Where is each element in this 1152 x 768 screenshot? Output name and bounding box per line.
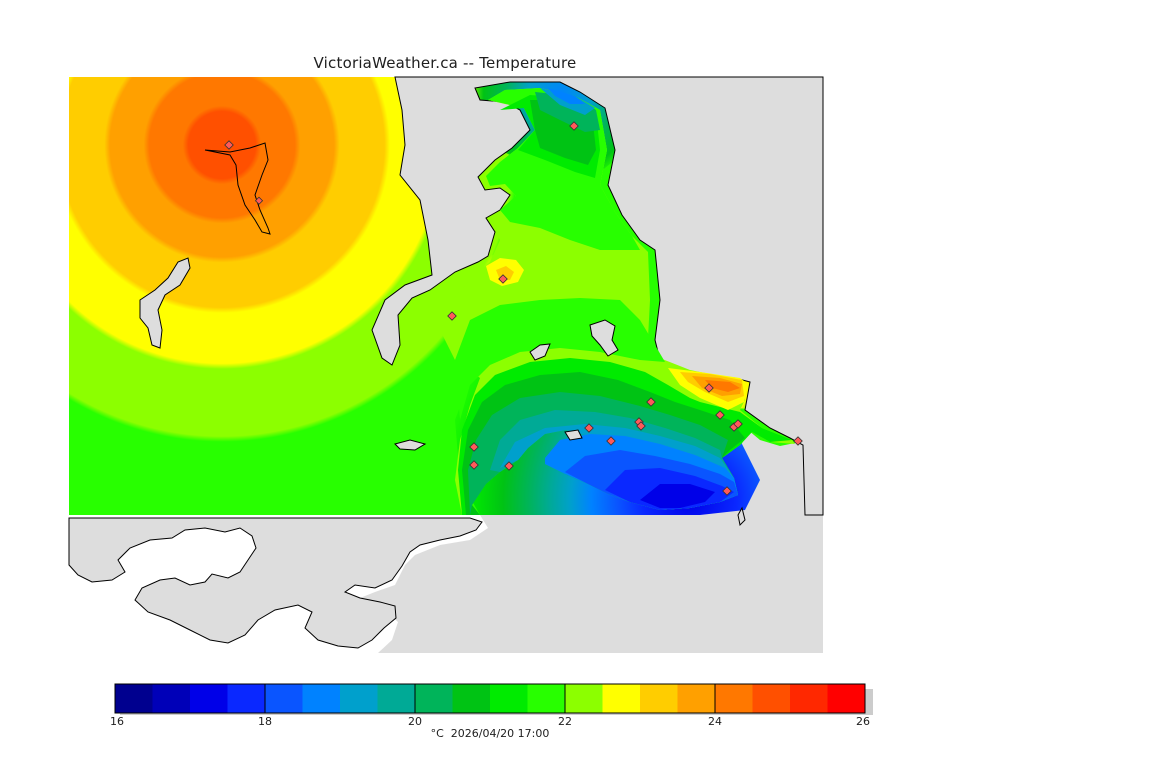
color-scale-cell bbox=[227, 684, 266, 713]
station-marker[interactable] bbox=[224, 140, 234, 150]
station-marker[interactable] bbox=[504, 461, 514, 471]
station-marker[interactable] bbox=[584, 423, 594, 433]
color-scale-tick-label: 24 bbox=[708, 715, 722, 728]
interior-blue-north bbox=[548, 88, 585, 104]
island-small-5 bbox=[564, 429, 583, 441]
color-scale-cell bbox=[302, 684, 341, 713]
color-scale-tick-label: 16 bbox=[110, 715, 124, 728]
color-scale-cell bbox=[115, 684, 153, 713]
station-marker[interactable] bbox=[733, 419, 743, 429]
station-marker[interactable] bbox=[793, 436, 803, 446]
station-marker[interactable] bbox=[636, 421, 646, 431]
color-scale-cell bbox=[752, 684, 791, 713]
color-scale-cell bbox=[340, 684, 378, 713]
station-marker[interactable] bbox=[722, 486, 732, 496]
unit-label: °C bbox=[430, 727, 444, 740]
east-hot-spot-4 bbox=[705, 380, 740, 392]
color-scale-cell bbox=[565, 684, 603, 713]
inlet-channel-north bbox=[204, 142, 271, 235]
color-scale-tick-label: 20 bbox=[408, 715, 422, 728]
inlet-island-west bbox=[139, 257, 191, 349]
legend-caption: °C 2026/04/20 17:00 bbox=[300, 727, 680, 740]
color-scale-cell bbox=[490, 684, 528, 713]
station-marker[interactable] bbox=[704, 383, 714, 393]
station-marker[interactable] bbox=[469, 460, 479, 470]
station-marker[interactable] bbox=[447, 311, 457, 321]
station-marker[interactable] bbox=[646, 397, 656, 407]
color-scale-cell bbox=[152, 684, 191, 713]
color-scale-cells bbox=[114, 683, 866, 714]
station-markers bbox=[224, 121, 803, 496]
color-scale-tick-label: 22 bbox=[558, 715, 572, 728]
station-marker[interactable] bbox=[498, 274, 508, 284]
color-scale-cell bbox=[677, 684, 716, 713]
station-marker[interactable] bbox=[569, 121, 579, 131]
island-small-1 bbox=[589, 319, 619, 357]
color-scale-tick-label: 26 bbox=[856, 715, 870, 728]
station-marker[interactable] bbox=[469, 442, 479, 452]
color-scale-cell bbox=[715, 684, 753, 713]
bay-warm-spot-2 bbox=[496, 266, 514, 280]
timestamp: 2026/04/20 17:00 bbox=[450, 727, 550, 740]
color-scale-cell bbox=[602, 684, 641, 713]
color-scale-cell bbox=[640, 684, 678, 713]
color-scale-cell bbox=[827, 684, 866, 713]
color-scale-tick-label: 18 bbox=[258, 715, 272, 728]
southern-island bbox=[68, 517, 483, 649]
color-scale-cell bbox=[790, 684, 828, 713]
station-marker[interactable] bbox=[606, 436, 616, 446]
island-small-3 bbox=[394, 439, 427, 451]
color-scale-cell bbox=[377, 684, 416, 713]
color-scale-cell bbox=[265, 684, 303, 713]
interior-deep-south bbox=[640, 484, 715, 508]
station-marker[interactable] bbox=[254, 196, 264, 205]
color-scale-cell bbox=[415, 684, 453, 713]
island-small-4 bbox=[737, 506, 746, 527]
color-scale-cell bbox=[190, 684, 228, 713]
map-title: VictoriaWeather.ca -- Temperature bbox=[313, 54, 577, 72]
station-marker[interactable] bbox=[715, 410, 725, 420]
interior-green-band bbox=[486, 88, 640, 250]
color-scale-labels: 16 18 20 22 24 26 bbox=[110, 715, 870, 728]
color-scale-ticks bbox=[114, 684, 866, 713]
color-scale-cell bbox=[527, 684, 566, 713]
color-scale-cell bbox=[452, 684, 491, 713]
island-small-2 bbox=[529, 343, 551, 361]
